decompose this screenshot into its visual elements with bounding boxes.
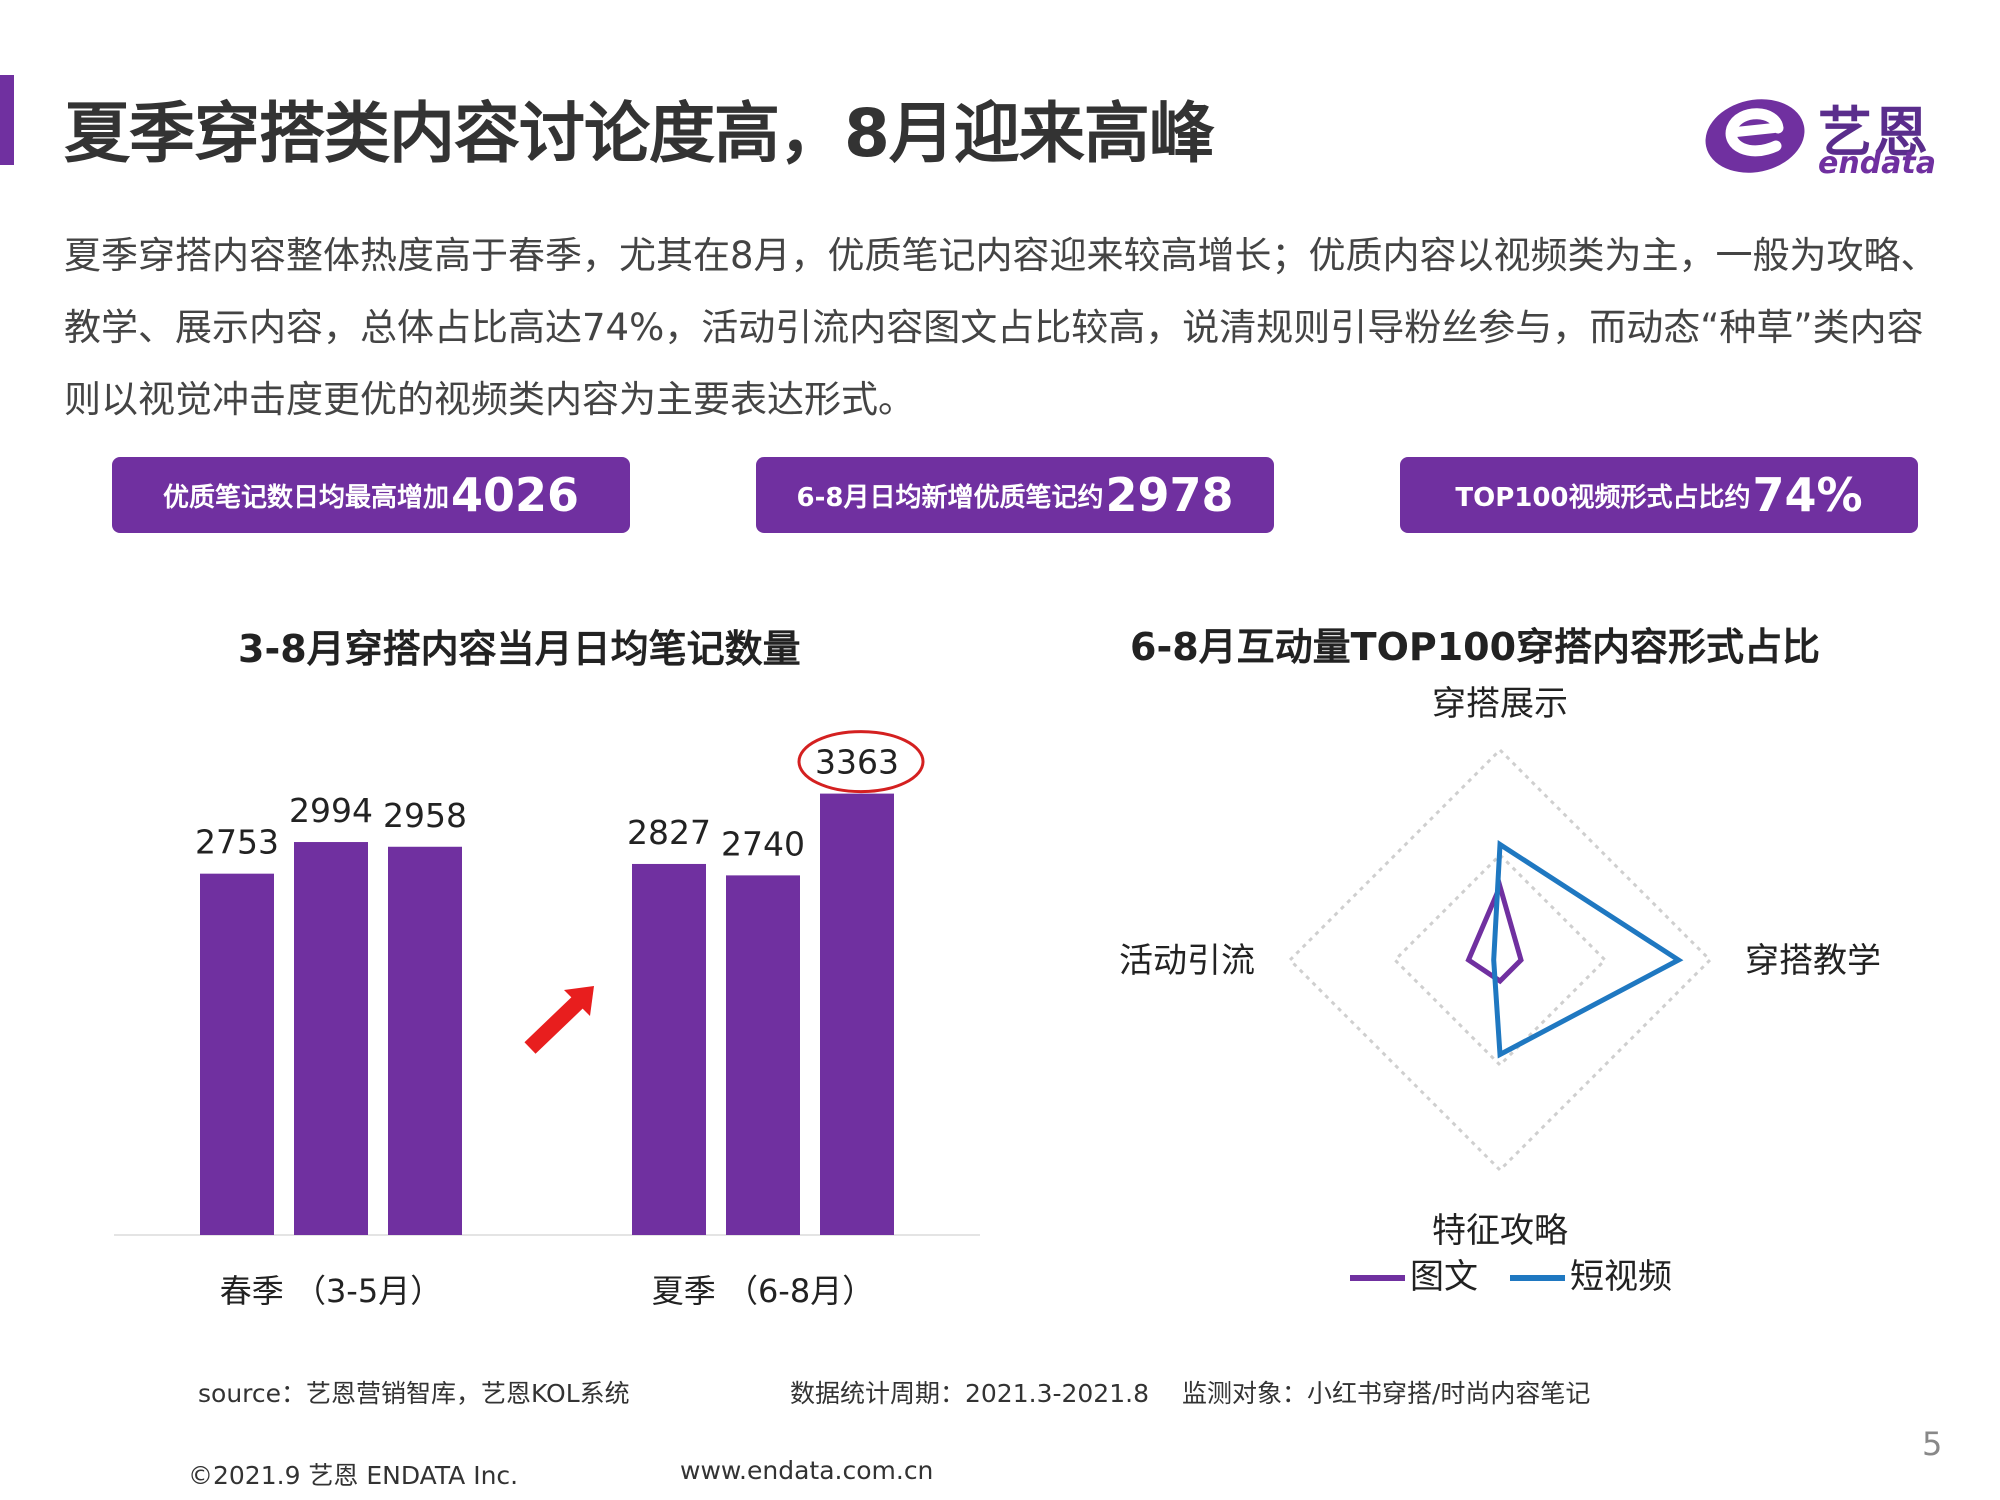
period-note: 数据统计周期：2021.3-2021.8 bbox=[790, 1379, 1149, 1408]
bar bbox=[200, 873, 274, 1235]
radar-axis-label: 穿搭教学 bbox=[1745, 941, 1881, 981]
category-label: 春季 （3-5月） bbox=[220, 1272, 442, 1310]
bar-value-label: 2994 bbox=[289, 791, 373, 830]
target-note: 监测对象：小红书穿搭/时尚内容笔记 bbox=[1182, 1379, 1591, 1408]
bar-chart: 2753 2994 2958 春季 （3-5月） 2827 2740 3363 夏季 （6-8… bbox=[114, 730, 980, 1310]
website-link[interactable]: www.endata.com.cn bbox=[680, 1456, 934, 1485]
logo-chinese-text: 艺恩 bbox=[1818, 101, 1930, 164]
radar-axis-label: 活动引流 bbox=[1119, 941, 1255, 981]
radar-axis-label: 穿搭展示 bbox=[1432, 684, 1568, 724]
kpi-card-max-increase: 优质笔记数日均最高增加 4026 bbox=[112, 457, 630, 533]
bar bbox=[820, 793, 894, 1235]
bar-chart-title: 3-8月穿搭内容当月日均笔记数量 bbox=[238, 627, 801, 671]
radar-series-short-video bbox=[1491, 840, 1684, 1059]
bar-value-label: 3363 bbox=[815, 743, 899, 782]
copyright-note: ©2021.9 艺恩 ENDATA Inc. bbox=[188, 1461, 519, 1490]
kpi-card-video-share: TOP100视频形式占比约 74% bbox=[1400, 457, 1918, 533]
radar-series-image-text bbox=[1465, 879, 1524, 985]
radar-axis-label: 特征攻略 bbox=[1432, 1211, 1568, 1251]
summary-paragraph: 夏季穿搭内容整体热度高于春季，尤其在8月，优质笔记内容迎来较高增长；优质内容以视… bbox=[64, 234, 1938, 421]
kpi-value: 4026 bbox=[450, 468, 580, 522]
page-title: 夏季穿搭类内容讨论度高，8月迎来高峰 bbox=[64, 95, 1215, 172]
category-label: 夏季 （6-8月） bbox=[652, 1272, 874, 1310]
radar-chart-title: 6-8月互动量TOP100穿搭内容形式占比 bbox=[1130, 625, 1821, 669]
trend-arrow-shaft bbox=[524, 996, 584, 1054]
kpi-label: 6-8月日均新增优质笔记约 bbox=[796, 482, 1104, 513]
highlight-circle bbox=[797, 730, 925, 794]
bar bbox=[294, 842, 368, 1235]
bar bbox=[388, 846, 462, 1235]
bar bbox=[632, 863, 706, 1235]
bar bbox=[726, 875, 800, 1235]
page-number: 5 bbox=[1922, 1425, 1943, 1463]
logo-english-text: endata bbox=[1818, 146, 1937, 181]
kpi-card-daily-new: 6-8月日均新增优质笔记约 2978 bbox=[756, 457, 1274, 533]
bar-value-label: 2827 bbox=[627, 813, 711, 852]
legend-label: 图文 bbox=[1410, 1257, 1478, 1297]
endata-logo: 艺恩 endata bbox=[1700, 88, 1950, 181]
legend-label: 短视频 bbox=[1570, 1257, 1672, 1297]
kpi-label: TOP100视频形式占比约 bbox=[1455, 482, 1751, 513]
trend-arrow-head bbox=[564, 986, 594, 1016]
title-accent-bar bbox=[0, 75, 14, 165]
kpi-value: 74% bbox=[1752, 468, 1863, 522]
kpi-value: 2978 bbox=[1105, 468, 1234, 522]
radar-grid-ring bbox=[1287, 747, 1713, 1173]
bar-value-label: 2753 bbox=[195, 823, 279, 862]
endata-logo-icon bbox=[1705, 99, 1805, 173]
bar-value-label: 2958 bbox=[383, 796, 467, 835]
kpi-label: 优质笔记数日均最高增加 bbox=[162, 482, 449, 513]
bar-value-label: 2740 bbox=[721, 824, 805, 863]
source-note: source：艺恩营销智库，艺恩KOL系统 bbox=[198, 1379, 630, 1408]
